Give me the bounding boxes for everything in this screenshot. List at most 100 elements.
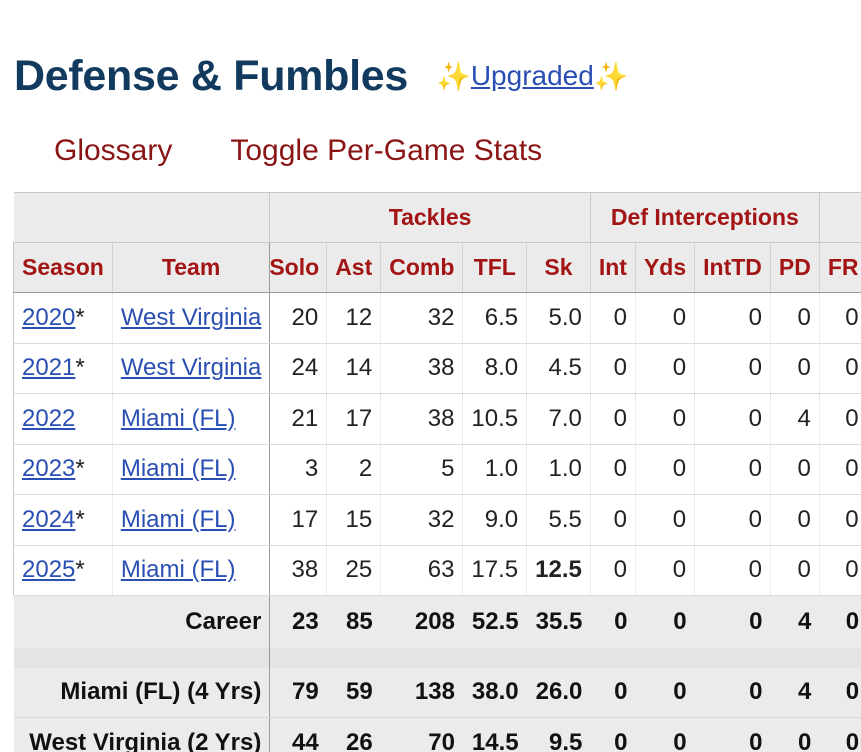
cell-fr: 0 — [819, 343, 861, 394]
group-header-fumbles — [819, 193, 861, 243]
season-link[interactable]: 2021 — [22, 354, 75, 381]
allamerican-marker: * — [75, 354, 84, 381]
season-link[interactable]: 2023 — [22, 455, 75, 482]
section-title: Defense & Fumbles — [14, 52, 408, 101]
cell-int: 0 — [590, 545, 635, 596]
cell-yds: 0 — [635, 545, 694, 596]
col-season[interactable]: Season — [14, 243, 113, 293]
col-comb[interactable]: Comb — [381, 243, 463, 293]
glossary-link[interactable]: Glossary — [54, 134, 172, 168]
season-link[interactable]: 2025 — [22, 556, 75, 583]
cell-yds: 0 — [635, 444, 694, 495]
cell-pd: 0 — [770, 718, 819, 752]
team-link[interactable]: West Virginia — [121, 354, 262, 381]
col-sk[interactable]: Sk — [527, 243, 591, 293]
toggle-per-game-link[interactable]: Toggle Per-Game Stats — [230, 134, 542, 168]
cell-yds: 0 — [635, 668, 694, 718]
cell-team: Miami (FL) — [112, 444, 270, 495]
team-total-row: West Virginia (2 Yrs) 44 26 70 14.5 9.5 … — [14, 718, 861, 752]
cell-inttd: 0 — [695, 668, 771, 718]
cell-ast: 85 — [327, 596, 381, 648]
cell-comb: 138 — [381, 668, 463, 718]
col-pd[interactable]: PD — [770, 243, 819, 293]
team-link[interactable]: Miami (FL) — [121, 556, 236, 583]
cell-team: Miami (FL) — [112, 495, 270, 546]
stats-table-container[interactable]: Tackles Def Interceptions Season Team So… — [13, 192, 861, 752]
team-link[interactable]: Miami (FL) — [121, 455, 236, 482]
col-ast[interactable]: Ast — [327, 243, 381, 293]
cell-team: Miami (FL) — [112, 545, 270, 596]
cell-fr: 0 — [819, 394, 861, 445]
cell-ast: 15 — [327, 495, 381, 546]
cell-comb: 208 — [381, 596, 463, 648]
allamerican-marker: * — [75, 556, 84, 583]
season-link[interactable]: 2020 — [22, 304, 75, 331]
cell-inttd: 0 — [695, 293, 771, 344]
cell-fr: 0 — [819, 596, 861, 648]
col-int[interactable]: Int — [590, 243, 635, 293]
cell-int: 0 — [590, 293, 635, 344]
table-row: 2023* Miami (FL) 3 2 5 1.0 1.0 0 0 0 0 0 — [14, 444, 861, 495]
cell-pd: 0 — [770, 444, 819, 495]
cell-solo: 21 — [270, 394, 327, 445]
cell-solo: 79 — [270, 668, 327, 718]
team-total-label: Miami (FL) (4 Yrs) — [14, 668, 270, 718]
cell-yds: 0 — [635, 495, 694, 546]
team-link[interactable]: Miami (FL) — [121, 506, 236, 533]
team-link[interactable]: West Virginia — [121, 304, 262, 331]
cell-inttd: 0 — [695, 394, 771, 445]
spacer-cell — [270, 648, 861, 668]
cell-solo: 3 — [270, 444, 327, 495]
col-solo[interactable]: Solo — [270, 243, 327, 293]
cell-ast: 59 — [327, 668, 381, 718]
season-link[interactable]: 2024 — [22, 506, 75, 533]
cell-comb: 38 — [381, 343, 463, 394]
table-controls: Glossary Toggle Per-Game Stats — [54, 134, 542, 168]
cell-int: 0 — [590, 718, 635, 752]
col-inttd[interactable]: IntTD — [695, 243, 771, 293]
cell-yds: 0 — [635, 293, 694, 344]
cell-season: 2023* — [14, 444, 113, 495]
cell-pd: 0 — [770, 545, 819, 596]
cell-tfl: 6.5 — [463, 293, 527, 344]
cell-tfl: 17.5 — [463, 545, 527, 596]
cell-ast: 14 — [327, 343, 381, 394]
col-fr[interactable]: FR — [819, 243, 861, 293]
cell-pd: 4 — [770, 394, 819, 445]
upgraded-link[interactable]: Upgraded — [471, 60, 594, 92]
cell-fr: 0 — [819, 668, 861, 718]
col-yds[interactable]: Yds — [635, 243, 694, 293]
cell-solo: 38 — [270, 545, 327, 596]
career-row: Career 23 85 208 52.5 35.5 0 0 0 4 0 — [14, 596, 861, 648]
table-row: 2025* Miami (FL) 38 25 63 17.5 12.5 0 0 … — [14, 545, 861, 596]
cell-inttd: 0 — [695, 343, 771, 394]
sparkle-icon: ✨ — [594, 60, 629, 93]
season-link[interactable]: 2022 — [22, 405, 75, 432]
cell-season: 2025* — [14, 545, 113, 596]
cell-int: 0 — [590, 495, 635, 546]
col-team[interactable]: Team — [112, 243, 270, 293]
cell-comb: 32 — [381, 293, 463, 344]
group-header-tackles: Tackles — [270, 193, 591, 243]
cell-sk: 4.5 — [527, 343, 591, 394]
cell-solo: 44 — [270, 718, 327, 752]
cell-solo: 24 — [270, 343, 327, 394]
cell-fr: 0 — [819, 293, 861, 344]
cell-season: 2024* — [14, 495, 113, 546]
sparkle-icon: ✨ — [436, 60, 471, 93]
cell-ast: 26 — [327, 718, 381, 752]
cell-team: West Virginia — [112, 293, 270, 344]
cell-fr: 0 — [819, 444, 861, 495]
cell-int: 0 — [590, 394, 635, 445]
cell-sk: 35.5 — [527, 596, 591, 648]
cell-sk: 12.5 — [527, 545, 591, 596]
cell-tfl: 1.0 — [463, 444, 527, 495]
team-link[interactable]: Miami (FL) — [121, 405, 236, 432]
col-tfl[interactable]: TFL — [463, 243, 527, 293]
cell-team: Miami (FL) — [112, 394, 270, 445]
cell-ast: 25 — [327, 545, 381, 596]
career-label: Career — [14, 596, 270, 648]
group-header-def-interceptions: Def Interceptions — [590, 193, 819, 243]
cell-yds: 0 — [635, 596, 694, 648]
cell-tfl: 8.0 — [463, 343, 527, 394]
